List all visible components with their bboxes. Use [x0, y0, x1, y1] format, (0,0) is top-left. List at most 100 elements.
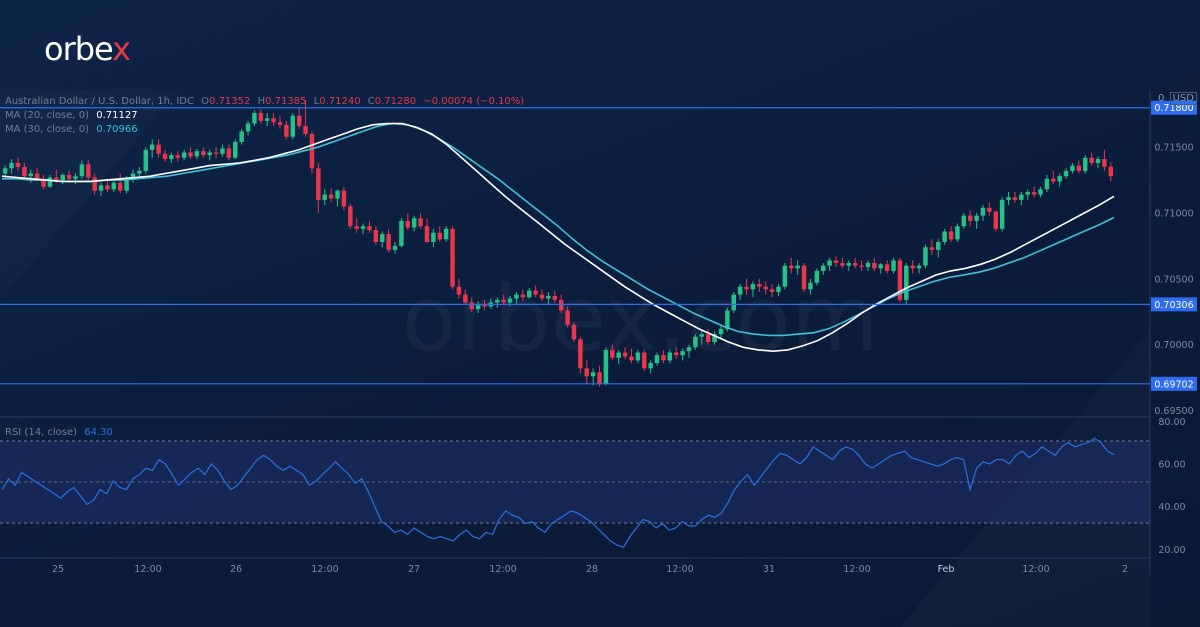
candle-body: [226, 148, 232, 158]
candle: [987, 202, 992, 216]
candle: [552, 290, 558, 303]
rsi-legend[interactable]: RSI (14, close) 64.30: [5, 426, 113, 439]
ma30-legend[interactable]: MA (30, close, 0) 0.70966: [5, 123, 138, 136]
candle: [878, 263, 883, 274]
candle-body: [367, 226, 372, 231]
ma20-label: MA (20, close, 0): [5, 110, 90, 121]
candle: [840, 257, 845, 269]
time-tick-label: 2: [1122, 564, 1128, 575]
time-tick-label: 12:00: [489, 564, 516, 575]
candle: [348, 203, 353, 229]
level-label-box: [1151, 297, 1197, 312]
candle-body: [98, 185, 104, 191]
brand-logo: orbex: [44, 30, 131, 68]
candle-body: [699, 334, 705, 337]
candle: [367, 220, 372, 233]
candle: [571, 322, 577, 342]
candle: [565, 306, 570, 328]
candle: [763, 281, 768, 295]
currency-menu[interactable]: 0 USD: [1158, 92, 1197, 105]
candle-body: [1057, 176, 1062, 182]
candle-body: [501, 299, 506, 303]
candle: [610, 344, 615, 361]
candle: [1102, 149, 1107, 171]
candle: [795, 260, 800, 275]
level-label-box: [1151, 100, 1197, 115]
rsi-band: [0, 441, 1150, 523]
candle-body: [1051, 178, 1056, 182]
candle-body: [948, 231, 954, 240]
currency-menu-value: 0: [1158, 93, 1165, 104]
ohlc-high: 0.71385: [265, 96, 307, 107]
candle: [1095, 156, 1101, 169]
candle-body: [654, 355, 660, 364]
candle: [904, 263, 909, 306]
rsi-tick-label: 20.00: [1158, 545, 1185, 556]
candle: [284, 120, 289, 140]
candle: [437, 226, 443, 242]
candle: [450, 226, 455, 290]
candle: [961, 213, 967, 229]
ma20-line: [1, 122, 1115, 353]
candle-body: [380, 234, 385, 242]
candle-body: [348, 206, 353, 227]
candle: [1070, 163, 1075, 174]
candle: [731, 291, 736, 314]
candle: [60, 173, 65, 185]
candle: [188, 147, 193, 160]
level-label: 0.71800: [1154, 103, 1193, 114]
candle-body: [373, 230, 379, 242]
candle-body: [904, 265, 909, 300]
candle: [539, 289, 545, 302]
candle: [1051, 170, 1056, 185]
candle: [846, 260, 852, 271]
ohlc-change: −0.00074 (−0.10%): [423, 96, 525, 107]
candle: [635, 349, 641, 364]
candle-body: [405, 220, 411, 228]
candle-body: [1025, 191, 1030, 195]
candle-body: [718, 328, 724, 335]
level-label-box: [1151, 376, 1197, 391]
candle-body: [622, 352, 628, 357]
candle: [718, 326, 724, 340]
currency-badge[interactable]: USD: [1169, 92, 1197, 105]
candle: [1012, 191, 1018, 203]
time-tick-label: 28: [586, 564, 598, 575]
candle-body: [437, 232, 443, 240]
candle-body: [590, 372, 596, 377]
candle: [699, 330, 705, 345]
candle-body: [47, 177, 53, 187]
candle-body: [1031, 191, 1037, 195]
ma20-legend[interactable]: MA (20, close, 0) 0.71127: [5, 109, 138, 122]
candle: [194, 148, 200, 160]
candle: [789, 257, 794, 274]
candle-body: [296, 115, 302, 127]
candle-body: [827, 260, 832, 266]
candle-body: [1108, 166, 1114, 177]
candle-body: [443, 228, 449, 240]
symbol-title: Australian Dollar / U.S. Dollar, 1h, IDC: [5, 96, 194, 107]
candle-body: [169, 155, 174, 160]
rsi-value: 64.30: [84, 427, 113, 438]
candle-body: [757, 284, 762, 287]
candle-body: [693, 336, 698, 348]
candle: [341, 186, 347, 211]
candle-body: [60, 174, 65, 181]
level-label: 0.70306: [1154, 300, 1193, 311]
candle: [533, 285, 538, 298]
candle-body: [316, 168, 321, 200]
candle: [661, 349, 666, 364]
candle-body: [1083, 157, 1088, 171]
candle: [967, 210, 973, 227]
candle-body: [1089, 157, 1094, 164]
candle: [271, 113, 276, 127]
candle-body: [795, 265, 800, 269]
time-tick-label: 12:00: [666, 564, 693, 575]
candle: [181, 149, 187, 161]
candle-body: [552, 295, 558, 300]
candle-body: [111, 182, 117, 190]
candle-body: [130, 173, 136, 179]
candle-body: [469, 302, 474, 310]
time-tick-label: 26: [230, 564, 242, 575]
